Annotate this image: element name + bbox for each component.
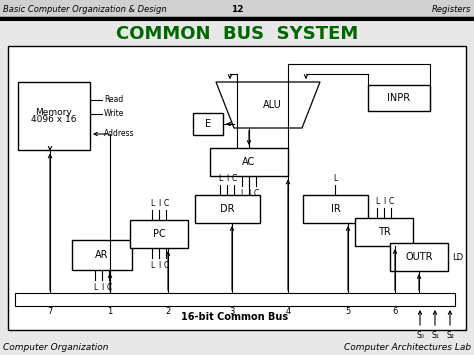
Bar	[15, 293, 455, 306]
Text: 4: 4	[285, 307, 291, 316]
Text: L: L	[375, 197, 379, 206]
Text: Read: Read	[104, 95, 123, 104]
Text: I: I	[101, 283, 103, 292]
Text: LD: LD	[452, 252, 463, 262]
Bar	[72, 240, 132, 270]
Text: Memory: Memory	[36, 108, 73, 117]
Text: C: C	[254, 189, 259, 198]
Text: AR: AR	[95, 250, 109, 260]
Text: 2: 2	[165, 307, 171, 316]
Text: I: I	[248, 189, 250, 198]
Text: DR: DR	[220, 204, 235, 214]
Text: Computer Architectures Lab: Computer Architectures Lab	[344, 343, 471, 351]
Text: E: E	[205, 119, 211, 129]
Text: 6: 6	[392, 307, 398, 316]
Text: S₂: S₂	[446, 331, 454, 340]
Text: S₁: S₁	[431, 331, 439, 340]
Text: 7: 7	[47, 307, 53, 316]
Text: AC: AC	[242, 157, 255, 167]
Text: Write: Write	[104, 109, 124, 119]
Text: I: I	[158, 199, 160, 208]
Text: L: L	[240, 189, 244, 198]
Text: L: L	[150, 261, 154, 270]
Text: 4096 x 16: 4096 x 16	[31, 115, 77, 124]
Text: 3: 3	[229, 307, 235, 316]
Text: 5: 5	[346, 307, 351, 316]
Text: C: C	[164, 261, 169, 270]
Text: IR: IR	[331, 204, 340, 214]
Bar	[355, 218, 413, 246]
Bar	[368, 85, 430, 111]
Text: I: I	[383, 197, 385, 206]
Text: Registers: Registers	[432, 5, 471, 13]
Bar	[303, 195, 368, 223]
Text: Computer Organization: Computer Organization	[3, 343, 109, 351]
Polygon shape	[216, 82, 320, 128]
Text: C: C	[106, 283, 111, 292]
Text: C: C	[232, 174, 237, 183]
Bar	[390, 243, 448, 271]
Bar	[195, 195, 260, 223]
Bar	[130, 220, 188, 248]
Text: L: L	[333, 174, 337, 183]
Bar	[18, 82, 90, 150]
Text: L: L	[219, 174, 223, 183]
Text: L: L	[150, 199, 154, 208]
Text: PC: PC	[153, 229, 165, 239]
Text: 1: 1	[108, 307, 113, 316]
Bar	[8, 46, 466, 330]
Text: C: C	[388, 197, 393, 206]
Bar	[193, 113, 223, 135]
Text: ALU: ALU	[263, 100, 282, 110]
Text: INPR: INPR	[387, 93, 410, 103]
Text: COMMON  BUS  SYSTEM: COMMON BUS SYSTEM	[116, 25, 358, 43]
Text: I: I	[227, 174, 228, 183]
Text: TR: TR	[378, 227, 391, 237]
Bar	[210, 148, 288, 176]
Text: C: C	[164, 199, 169, 208]
Text: L: L	[93, 283, 97, 292]
Text: Address: Address	[104, 130, 135, 138]
Text: I: I	[158, 261, 160, 270]
Text: OUTR: OUTR	[405, 252, 433, 262]
Text: Basic Computer Organization & Design: Basic Computer Organization & Design	[3, 5, 167, 13]
Text: 12: 12	[231, 5, 243, 13]
Text: S₀: S₀	[416, 331, 424, 340]
Bar	[0, 0, 474, 18]
Text: 16-bit Common Bus: 16-bit Common Bus	[182, 312, 289, 322]
